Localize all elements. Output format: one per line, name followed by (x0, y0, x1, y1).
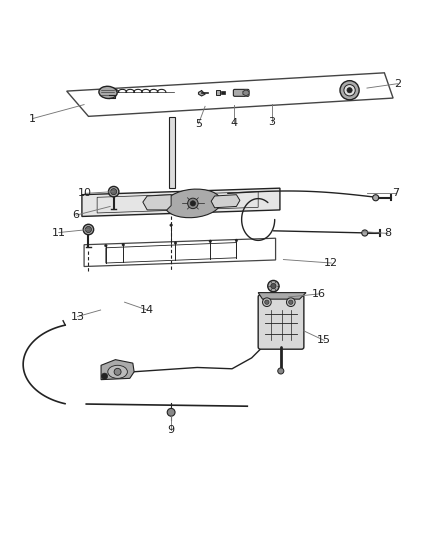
Circle shape (271, 284, 276, 289)
Text: 4: 4 (231, 118, 238, 128)
Text: 8: 8 (384, 229, 392, 238)
Text: 10: 10 (78, 188, 92, 198)
Ellipse shape (165, 189, 221, 217)
Text: 2: 2 (394, 79, 401, 88)
Polygon shape (243, 90, 249, 96)
Circle shape (265, 300, 269, 304)
Polygon shape (82, 188, 280, 216)
Text: 16: 16 (312, 289, 326, 299)
Polygon shape (258, 293, 306, 299)
Text: 1: 1 (29, 114, 36, 124)
Text: 7: 7 (392, 188, 399, 198)
Polygon shape (101, 360, 134, 379)
Circle shape (262, 298, 271, 306)
Polygon shape (143, 195, 171, 210)
Bar (216, 90, 220, 95)
Text: 13: 13 (71, 312, 85, 321)
Text: 15: 15 (317, 335, 331, 345)
Circle shape (289, 300, 293, 304)
Text: 11: 11 (52, 228, 66, 238)
Circle shape (278, 368, 284, 374)
Ellipse shape (108, 365, 127, 378)
Polygon shape (169, 117, 176, 188)
FancyBboxPatch shape (233, 90, 249, 96)
Circle shape (102, 373, 108, 379)
Circle shape (105, 244, 107, 247)
Bar (221, 91, 225, 94)
Circle shape (170, 224, 173, 227)
Polygon shape (198, 91, 205, 96)
Circle shape (111, 189, 117, 195)
Circle shape (114, 368, 121, 375)
Circle shape (167, 408, 175, 416)
Text: 12: 12 (324, 258, 338, 268)
Circle shape (340, 80, 359, 100)
Text: 5: 5 (195, 119, 202, 129)
Circle shape (347, 87, 352, 93)
Circle shape (174, 241, 177, 244)
Text: 6: 6 (73, 210, 80, 220)
Circle shape (286, 298, 295, 306)
Circle shape (83, 224, 94, 235)
Circle shape (190, 201, 195, 206)
Circle shape (268, 280, 279, 292)
Circle shape (85, 227, 92, 232)
Text: 14: 14 (140, 305, 154, 315)
FancyBboxPatch shape (258, 295, 304, 349)
Circle shape (187, 198, 198, 208)
Circle shape (122, 244, 124, 246)
Circle shape (109, 187, 119, 197)
Ellipse shape (99, 86, 117, 99)
Text: 9: 9 (168, 425, 175, 435)
Circle shape (235, 239, 238, 241)
Circle shape (362, 230, 368, 236)
Circle shape (344, 85, 355, 96)
Circle shape (373, 195, 379, 201)
Text: 3: 3 (268, 117, 276, 127)
Polygon shape (211, 195, 240, 208)
Circle shape (209, 240, 212, 243)
